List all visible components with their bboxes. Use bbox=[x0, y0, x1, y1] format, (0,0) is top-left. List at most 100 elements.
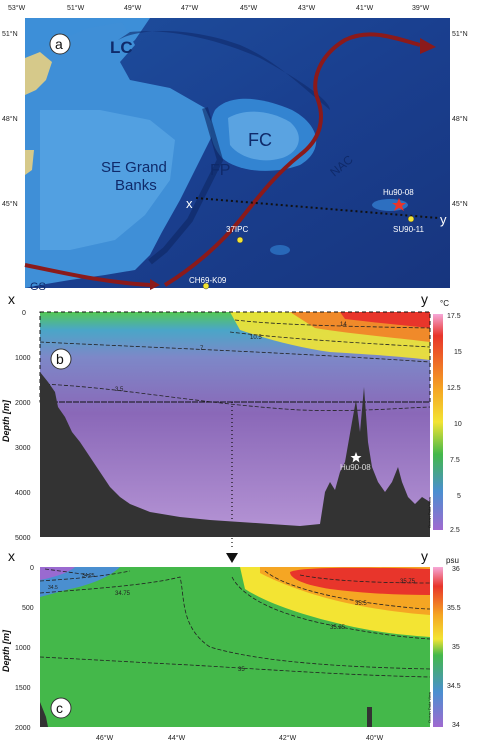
label-fc: FC bbox=[248, 130, 272, 150]
salinity-colorbar bbox=[433, 567, 443, 727]
fresh-layer-core bbox=[40, 567, 75, 580]
panel-b-badge bbox=[50, 348, 72, 370]
nac-arrowhead-icon bbox=[420, 38, 436, 54]
colorbar-tick: 34.5 bbox=[447, 683, 461, 690]
lon-tick-label: 43°W bbox=[298, 4, 316, 12]
y-tick-label: 2000 bbox=[15, 725, 31, 732]
seafloor bbox=[40, 372, 430, 537]
temperature-svg: x y 14 10.5 7 3.5 Hu90-08 0 1000 2000 30… bbox=[1, 291, 462, 547]
lat-tick-label: 45°N bbox=[452, 200, 468, 208]
x-tick-label: 46°W bbox=[96, 734, 114, 742]
seafloor-peak bbox=[367, 707, 372, 727]
contour-line bbox=[229, 331, 431, 348]
site-label: SU90-11 bbox=[393, 225, 425, 234]
land-newfoundland bbox=[25, 52, 52, 95]
map-panel: 53°W 51°W 49°W 47°W 45°W 43°W 41°W 39°W … bbox=[0, 0, 477, 293]
banks-shallow bbox=[40, 110, 175, 250]
contour-line bbox=[299, 574, 431, 584]
y-axis-label: Depth [m] bbox=[1, 629, 11, 672]
lon-tick-label: 51°W bbox=[67, 4, 85, 12]
label-banks-line2: Banks bbox=[115, 177, 157, 194]
label-gs: GS bbox=[30, 281, 46, 292]
label-fp: FP bbox=[210, 162, 230, 179]
lon-tick-label: 49°W bbox=[124, 4, 142, 12]
odv-watermark: Ocean Data View bbox=[427, 692, 432, 723]
site-label: Hu90-08 bbox=[383, 188, 414, 197]
contour-label: 34.25 bbox=[82, 573, 95, 579]
slope-shade-east bbox=[148, 107, 224, 265]
lat-tick-label: 48°N bbox=[452, 115, 468, 123]
site-label-hu90-08: Hu90-08 bbox=[340, 463, 371, 472]
contour-line bbox=[264, 570, 431, 610]
contour-line bbox=[44, 568, 91, 576]
seafloor-west bbox=[40, 702, 48, 727]
y-tick-label: 500 bbox=[22, 605, 34, 612]
contour-label: 10.5 bbox=[250, 335, 262, 341]
colorbar-tick: 5 bbox=[457, 493, 461, 500]
site-37ipc: 37IPC bbox=[226, 225, 248, 244]
site-su90-11: SU90-11 bbox=[393, 215, 425, 234]
map-lat-ticks-left: 51°N 48°N 45°N bbox=[2, 30, 18, 208]
contour-line bbox=[39, 656, 431, 678]
panel-c-badge bbox=[50, 697, 72, 719]
map-section-y: y bbox=[440, 212, 447, 227]
warm-core-hot bbox=[340, 312, 430, 328]
odv-watermark: Ocean Data View bbox=[427, 497, 432, 528]
temperature-colorbar bbox=[433, 314, 443, 530]
nac-current-path bbox=[163, 32, 421, 287]
colorbar-tick: 12.5 bbox=[447, 385, 461, 392]
core-site-marker bbox=[226, 553, 238, 563]
contour-line bbox=[39, 383, 431, 411]
salinity-section: x y 34.25 34.5 34.75 35 35.25 35.5 35.75… bbox=[0, 547, 477, 746]
section-c-x-axis: 46°W 44°W 42°W 40°W bbox=[96, 734, 384, 742]
map-svg: 53°W 51°W 49°W 47°W 45°W 43°W 41°W 39°W … bbox=[2, 4, 468, 293]
site-ch69-k09: CH69-K09 bbox=[189, 276, 227, 290]
lon-tick-label: 39°W bbox=[412, 4, 430, 12]
site-dot-icon bbox=[407, 215, 415, 223]
colorbar-unit: psu bbox=[446, 556, 459, 565]
contour-label: 34.75 bbox=[115, 591, 131, 597]
contour-label: 14 bbox=[340, 322, 347, 328]
panel-c-letter: c bbox=[56, 700, 63, 716]
y-tick-label: 1000 bbox=[15, 355, 31, 362]
section-c-y: y bbox=[421, 548, 428, 564]
seamount bbox=[270, 245, 290, 255]
panel-a-badge bbox=[49, 33, 71, 55]
contour-label: 34.5 bbox=[48, 585, 58, 591]
contour-label: 3.5 bbox=[115, 387, 124, 393]
flemish-cap-top bbox=[228, 111, 299, 161]
section-c-y-axis: 0 500 1000 1500 2000 Depth [m] bbox=[1, 565, 34, 732]
colorbar-tick: 34 bbox=[452, 722, 460, 729]
colorbar-ticks: 17.5 15 12.5 10 7.5 5 2.5 bbox=[447, 313, 462, 534]
land-avalon bbox=[25, 150, 34, 175]
colorbar-tick: 17.5 bbox=[447, 313, 461, 320]
lat-tick-label: 51°N bbox=[2, 30, 18, 38]
section-b-x: x bbox=[8, 292, 15, 307]
colorbar-tick: 35.5 bbox=[447, 605, 461, 612]
y-tick-label: 0 bbox=[22, 310, 26, 317]
lat-tick-label: 48°N bbox=[2, 115, 18, 123]
y-tick-label: 0 bbox=[30, 565, 34, 572]
lon-tick-label: 45°W bbox=[240, 4, 258, 12]
y-tick-label: 1500 bbox=[15, 685, 31, 692]
colorbar-unit: °C bbox=[440, 299, 449, 308]
colorbar-tick: 2.5 bbox=[450, 527, 460, 534]
contour-line bbox=[231, 576, 431, 640]
map-lon-ticks-top: 53°W 51°W 49°W 47°W 45°W 43°W 41°W 39°W bbox=[8, 4, 430, 12]
x-tick-label: 40°W bbox=[366, 734, 384, 742]
contour-label: 35.25 bbox=[330, 625, 346, 631]
y-tick-label: 1000 bbox=[15, 645, 31, 652]
contour-label: 7 bbox=[200, 346, 204, 352]
contour-line bbox=[39, 576, 431, 670]
contour-line bbox=[39, 570, 131, 582]
lat-tick-label: 45°N bbox=[2, 200, 18, 208]
y-tick-label: 5000 bbox=[15, 535, 31, 542]
zoom-box bbox=[39, 311, 431, 403]
section-b-y-axis: 0 1000 2000 3000 4000 5000 Depth [m] bbox=[1, 310, 31, 542]
label-lc: LC bbox=[110, 38, 133, 57]
gs-current-path bbox=[24, 263, 151, 287]
lat-tick-label: 51°N bbox=[452, 30, 468, 38]
contour-label: 35 bbox=[238, 667, 245, 673]
colorbar-ticks: 36 35.5 35 34.5 34 bbox=[447, 566, 461, 729]
y-axis-label: Depth [m] bbox=[1, 399, 11, 442]
